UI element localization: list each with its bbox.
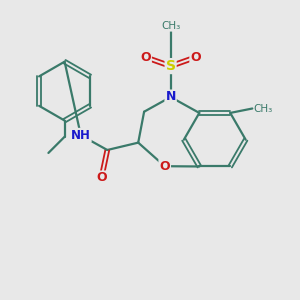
Text: O: O	[159, 160, 170, 173]
Text: CH₃: CH₃	[254, 103, 273, 113]
Text: N: N	[165, 91, 176, 103]
Text: NH: NH	[71, 129, 91, 142]
Text: O: O	[190, 51, 201, 64]
Text: S: S	[166, 59, 176, 73]
Text: CH₃: CH₃	[161, 21, 180, 31]
Text: O: O	[96, 172, 107, 184]
Text: O: O	[140, 51, 151, 64]
